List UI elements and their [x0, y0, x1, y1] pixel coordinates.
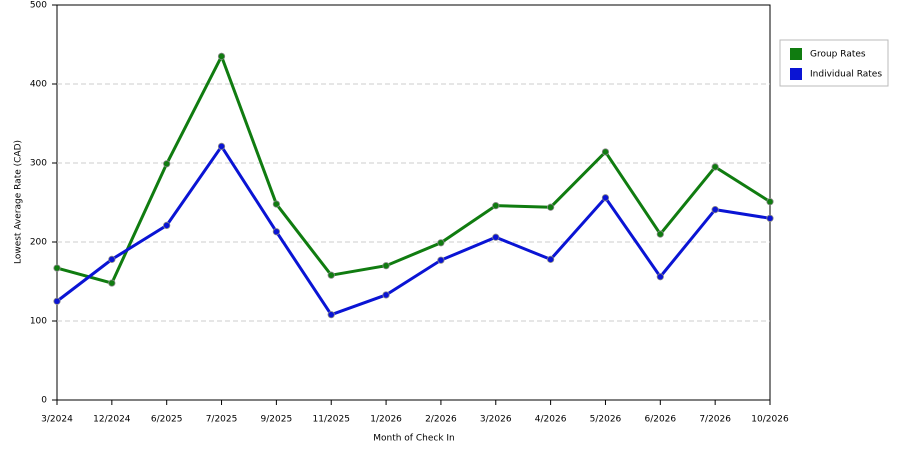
legend-swatch — [790, 68, 802, 80]
data-point — [547, 203, 555, 211]
plot-frame — [56, 4, 771, 401]
data-point — [217, 52, 226, 60]
data-point — [492, 202, 500, 210]
data-point — [382, 262, 390, 270]
data-point — [327, 271, 335, 279]
x-tick-label: 10/2026 — [751, 415, 789, 425]
data-point — [711, 206, 719, 214]
x-tick-label: 4/2026 — [535, 415, 567, 425]
data-point — [272, 200, 280, 208]
x-axis-label: Month of Check In — [373, 434, 455, 444]
y-tick-label: 100 — [30, 317, 47, 327]
x-tick-label: 5/2026 — [590, 415, 622, 425]
series-line — [56, 143, 771, 317]
data-point — [766, 198, 774, 206]
data-point — [108, 255, 116, 263]
legend-label: Group Rates — [810, 50, 866, 60]
data-point — [601, 148, 610, 156]
data-point — [163, 160, 171, 168]
x-tick-label: 7/2025 — [206, 415, 238, 425]
data-point — [382, 291, 390, 299]
data-point — [492, 233, 500, 241]
y-axis-label: Lowest Average Rate (CAD) — [14, 140, 24, 264]
data-point — [53, 297, 61, 305]
y-tick-label: 400 — [30, 80, 47, 90]
data-point — [711, 163, 719, 171]
legend-swatch — [790, 48, 802, 60]
x-tick-label: 9/2025 — [261, 415, 293, 425]
legend-label: Individual Rates — [810, 70, 882, 80]
data-point — [53, 264, 61, 272]
x-tick-label: 3/2024 — [41, 415, 73, 425]
x-tick-label: 6/2026 — [644, 415, 676, 425]
x-tick-label: 2/2026 — [425, 415, 457, 425]
x-tick-label: 12/2024 — [93, 415, 131, 425]
data-point — [217, 142, 226, 151]
data-point — [656, 230, 664, 238]
data-point — [163, 221, 171, 230]
data-point — [108, 279, 116, 287]
data-point — [437, 256, 445, 264]
x-tick-label: 11/2025 — [313, 415, 350, 425]
y-tick-label: 0 — [41, 396, 47, 406]
y-tick-label: 500 — [30, 1, 47, 11]
data-point — [437, 239, 445, 247]
series-line — [56, 52, 771, 285]
data-point — [601, 194, 610, 202]
x-tick-label: 7/2026 — [699, 415, 731, 425]
data-point — [766, 214, 774, 222]
x-tick-label: 1/2026 — [370, 415, 402, 425]
x-tick-label: 6/2025 — [151, 415, 183, 425]
data-point — [327, 311, 335, 319]
y-tick-label: 300 — [30, 159, 47, 169]
x-tick-label: 3/2026 — [480, 415, 512, 425]
data-point — [272, 228, 280, 236]
data-point — [547, 255, 555, 263]
data-point — [656, 273, 664, 281]
y-tick-label: 200 — [30, 238, 47, 248]
